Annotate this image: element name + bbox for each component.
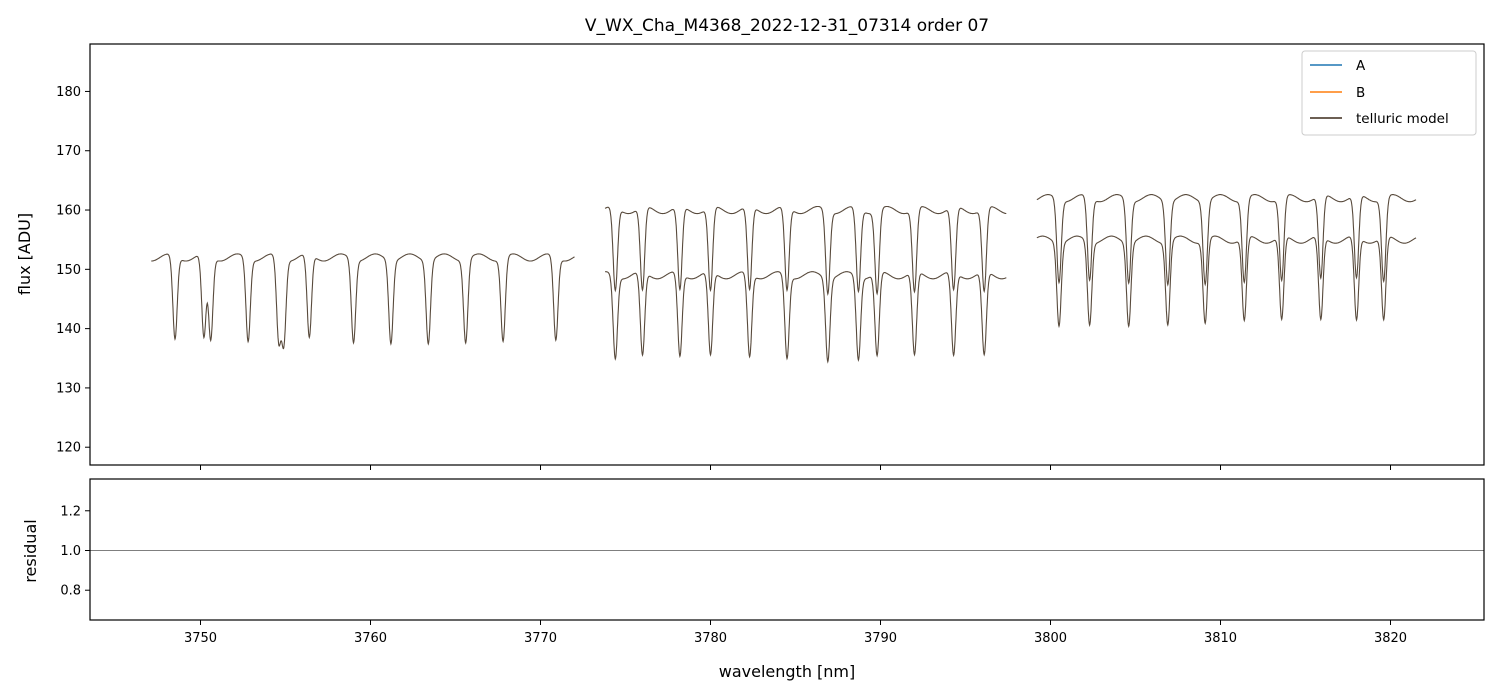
flux-panel: 120 130 140 150 160 170 180 flux [ADU] — [15, 43, 1485, 470]
legend: A B telluric model — [1301, 50, 1477, 136]
residual-x-tick-label-5: 3800 — [1034, 631, 1067, 646]
residual-x-tick-label-0: 3750 — [184, 631, 217, 646]
residual-y-tick-label-1: 1.0 — [60, 544, 81, 559]
flux-y-tick-label-0: 120 — [56, 441, 81, 456]
flux-axes-frame — [89, 43, 1485, 466]
legend-label-telluric: telluric model — [1356, 111, 1449, 127]
flux-y-ticks: 120 130 140 150 160 170 180 — [56, 85, 90, 456]
residual-y-tick-label-2: 1.2 — [60, 504, 81, 519]
flux-y-axis-label: flux [ADU] — [15, 213, 34, 295]
flux-y-tick-label-3: 150 — [56, 263, 81, 278]
x-axis-label: wavelength [nm] — [719, 662, 856, 681]
legend-label-b: B — [1356, 85, 1365, 101]
telluric-model-segment-3 — [1036, 194, 1417, 287]
residual-x-tick-label-2: 3770 — [524, 631, 557, 646]
flux-y-tick-label-2: 140 — [56, 322, 81, 337]
residual-plot-area — [90, 550, 1484, 551]
residual-y-tick-label-0: 0.8 — [60, 584, 81, 599]
residual-x-tick-label-1: 3760 — [354, 631, 387, 646]
flux-y-tick-label-4: 160 — [56, 204, 81, 219]
flux-plot-area — [151, 194, 1417, 364]
telluric-model-segment-0 — [151, 253, 575, 350]
residual-x-tick-label-4: 3790 — [864, 631, 897, 646]
residual-y-ticks: 0.8 1.0 1.2 — [60, 504, 90, 599]
telluric-model-segment-2 — [605, 271, 1007, 364]
flux-y-tick-label-6: 180 — [56, 85, 81, 100]
flux-y-tick-label-1: 130 — [56, 381, 81, 396]
residual-axes-frame — [89, 478, 1485, 621]
flux-y-tick-label-5: 170 — [56, 144, 81, 159]
residual-x-tick-label-6: 3810 — [1204, 631, 1237, 646]
legend-box — [1301, 50, 1477, 136]
telluric-model-segment-4 — [1036, 235, 1417, 329]
legend-label-a: A — [1356, 58, 1366, 74]
residual-y-axis-label: residual — [21, 519, 40, 582]
residual-panel: 0.8 1.0 1.2 3750 3760 3770 3780 3790 3800 3810 38… — [21, 478, 1485, 681]
chart-title: V_WX_Cha_M4368_2022-12-31_07314 order 07 — [585, 16, 989, 36]
residual-x-tick-label-7: 3820 — [1374, 631, 1407, 646]
residual-x-tick-label-3: 3780 — [694, 631, 727, 646]
residual-x-ticks: 3750 3760 3770 3780 3790 3800 3810 3820 — [184, 620, 1407, 646]
flux-x-ticks — [200, 465, 1391, 470]
telluric-model-segment-1 — [604, 205, 1007, 297]
